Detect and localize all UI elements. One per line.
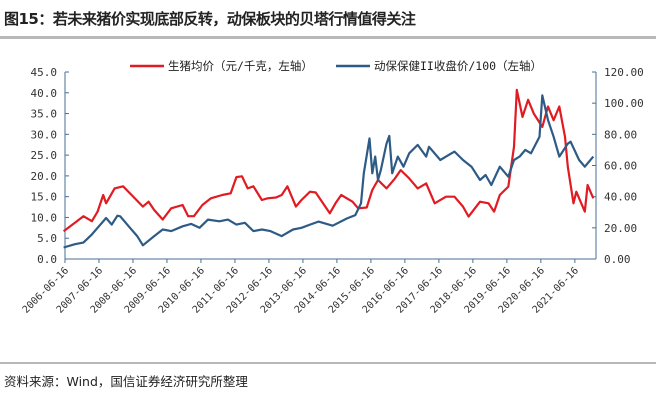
right-tick-label: 60.00 xyxy=(604,160,637,173)
left-tick-label: 0.0 xyxy=(37,253,57,266)
right-tick-label: 120.00 xyxy=(604,66,644,79)
right-tick-label: 100.00 xyxy=(604,97,644,110)
left-tick-label: 15.0 xyxy=(31,191,58,204)
series-line-pig-price xyxy=(62,88,595,233)
right-tick-label: 0.00 xyxy=(604,253,631,266)
left-tick-label: 30.0 xyxy=(31,128,58,141)
title-divider xyxy=(0,36,656,39)
legend-label: 动保保健II收盘价/100（左轴） xyxy=(374,59,542,73)
right-tick-label: 40.00 xyxy=(604,191,637,204)
legend-label: 生猪均价（元/千克，左轴） xyxy=(168,59,313,73)
chart: 0.0 5.0 10.0 15.0 20.0 25.0 30.0 35.0 40.0 45.0 0.… xyxy=(21,59,644,316)
left-tick-label: 35.0 xyxy=(31,108,58,121)
left-tick-label: 25.0 xyxy=(31,149,58,162)
right-tick-label: 20.00 xyxy=(604,222,637,235)
source-divider xyxy=(0,362,656,364)
right-tick-label: 80.00 xyxy=(604,128,637,141)
left-tick-label: 40.0 xyxy=(31,87,58,100)
left-tick-label: 20.0 xyxy=(31,170,58,183)
left-tick-label: 5.0 xyxy=(37,232,57,245)
figure-title: 图15：若未来猪价实现底部反转，动保板块的贝塔行情值得关注 xyxy=(4,10,416,28)
left-tick-label: 10.0 xyxy=(31,211,58,224)
left-tick-label: 45.0 xyxy=(31,66,58,79)
series-line-animal-health-index xyxy=(63,94,595,249)
source-note: 资料来源：Wind，国信证券经济研究所整理 xyxy=(4,374,248,389)
